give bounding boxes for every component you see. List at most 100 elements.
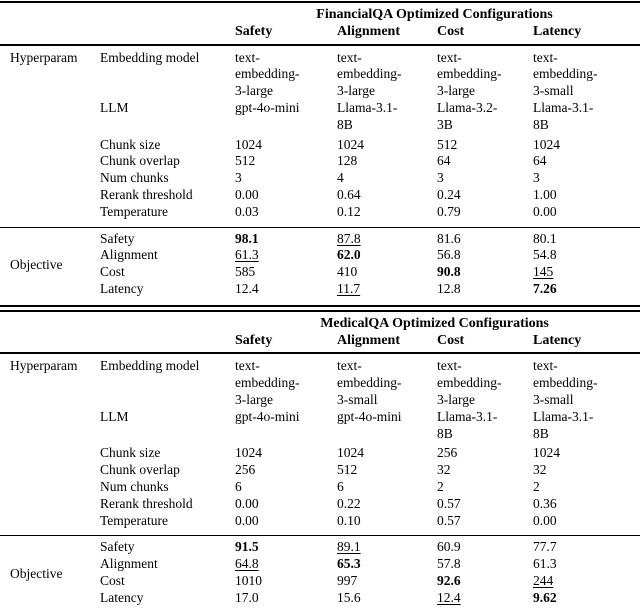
param-value: 64 [533,153,547,169]
param-value: 512 [235,153,256,169]
param-value: Llama-3.1- 8B [437,408,498,441]
table-row: LLM gpt-4o-mini Llama-3.1- 8B Llama-3.2-… [0,100,640,134]
objective-value-cell: 60.9 [437,536,533,556]
table-row: Objective Safety 91.5 89.1 60.9 77.7 [0,536,640,581]
objective-value-cell: 12.4 [437,590,533,614]
param-value: gpt-4o-mini [235,408,300,424]
objective-value: 15.6 [337,589,361,605]
group-title-row: MedicalQA Optimized Configurations [0,311,640,333]
objective-value: 98.1 [235,230,259,246]
param-value: 0.10 [337,512,361,528]
param-value: 0.79 [437,203,461,219]
param-value: 3 [235,170,242,186]
objective-value-cell: 17.0 [235,590,337,614]
param-value: 1024 [337,445,364,461]
objective-label: Cost [100,264,125,280]
objective-value: 12.8 [437,280,461,296]
table-row: Chunk overlap 512 128 64 64 [0,153,640,170]
param-label: Rerank threshold [100,495,193,511]
objective-value-cell: 91.5 [235,536,337,556]
param-value: Llama-3.2- 3B [437,99,498,132]
objective-value: 90.8 [437,264,461,280]
objective-label: Latency [100,589,144,605]
param-value: 1024 [337,136,364,152]
param-value: 2 [533,478,540,494]
objective-value: 410 [337,264,358,280]
financialqa-table: FinancialQA Optimized Configurations Saf… [0,1,640,307]
param-value: text- embedding- 3-large [235,49,300,99]
objective-label: Safety [100,230,135,246]
column-header-row: Safety Alignment Cost Latency [0,24,640,45]
objective-value: 12.4 [437,589,461,605]
table-row: Cost 1010 997 92.6 244 [0,573,640,590]
objective-value: 61.3 [235,247,259,263]
param-value: 32 [437,462,451,478]
objective-value-cell: 11.7 [337,281,437,306]
column-header-row: Safety Alignment Cost Latency [0,333,640,354]
param-value: text- embedding- 3-large [437,358,502,407]
table-row: Num chunks 3 4 3 3 [0,170,640,187]
objective-value-cell: 87.8 [337,227,437,247]
param-value: text- embedding- 3-large [437,49,502,99]
param-value: 128 [337,153,358,169]
table-row: Latency 12.4 11.7 12.8 7.26 [0,281,640,306]
param-value: gpt-4o-mini [235,99,300,115]
param-value: 3 [437,170,444,186]
objective-label: Alignment [100,247,158,263]
objective-value-cell: 12.4 [235,281,337,306]
objective-value: 89.1 [337,539,361,555]
row-group-label-hyperparam: Hyperparam [10,49,78,65]
objective-value-cell: 54.8 [533,247,640,264]
param-value: 0.64 [337,186,361,202]
spacer-cell [100,333,235,354]
table-row: Temperature 0.03 0.12 0.79 0.00 [0,204,640,227]
objective-value-cell: 89.1 [337,536,437,556]
objective-value-cell: 61.3 [235,247,337,264]
param-value: Llama-3.1- 8B [533,408,594,441]
objective-value-cell: 77.7 [533,536,640,556]
objective-value-cell: 62.0 [337,247,437,264]
objective-value: 7.26 [533,280,557,296]
param-value: 256 [235,462,256,478]
column-header-latency: Latency [533,332,582,348]
objective-value: 54.8 [533,247,557,263]
table-title: FinancialQA Optimized Configurations [316,7,553,22]
param-value: 0.00 [235,495,259,511]
param-value: 0.03 [235,203,259,219]
param-value: 1024 [533,136,560,152]
objective-value: 9.62 [533,589,557,605]
objective-value-cell: 997 [337,573,437,590]
param-label: Temperature [100,512,169,528]
objective-value: 61.3 [533,556,557,572]
objective-value: 62.0 [337,247,361,263]
param-value: 0.22 [337,495,361,511]
objective-value: 65.3 [337,556,361,572]
param-label: Chunk overlap [100,462,180,478]
objective-value-cell: 585 [235,264,337,281]
objective-value: 57.8 [437,556,461,572]
table-row: Objective Safety 98.1 87.8 81.6 80.1 [0,227,640,273]
objective-value: 80.1 [533,230,557,246]
objective-value: 64.8 [235,556,259,572]
row-group-label-objective: Objective [10,257,63,273]
objective-value-cell: 9.62 [533,590,640,614]
objective-label: Safety [100,539,135,555]
param-label: Num chunks [100,170,169,186]
param-value: 0.57 [437,512,461,528]
objective-label: Latency [100,280,144,296]
table-row: Alignment 61.3 62.0 56.8 54.8 [0,247,640,264]
param-value: text- embedding- 3-small [337,358,402,407]
param-value: 64 [437,153,451,169]
param-value: 0.00 [235,186,259,202]
spacer-cell [0,2,235,24]
param-value: text- embedding- 3-small [533,49,598,99]
table-row: Hyperparam Embedding model text- embeddi… [0,353,640,408]
spacer-cell [0,24,100,45]
param-value: 6 [337,478,344,494]
objective-label: Alignment [100,556,158,572]
table-row: Alignment 64.8 65.3 57.8 61.3 [0,556,640,573]
param-value: 512 [337,462,358,478]
param-value: 1.00 [533,186,557,202]
objective-value: 12.4 [235,280,259,296]
